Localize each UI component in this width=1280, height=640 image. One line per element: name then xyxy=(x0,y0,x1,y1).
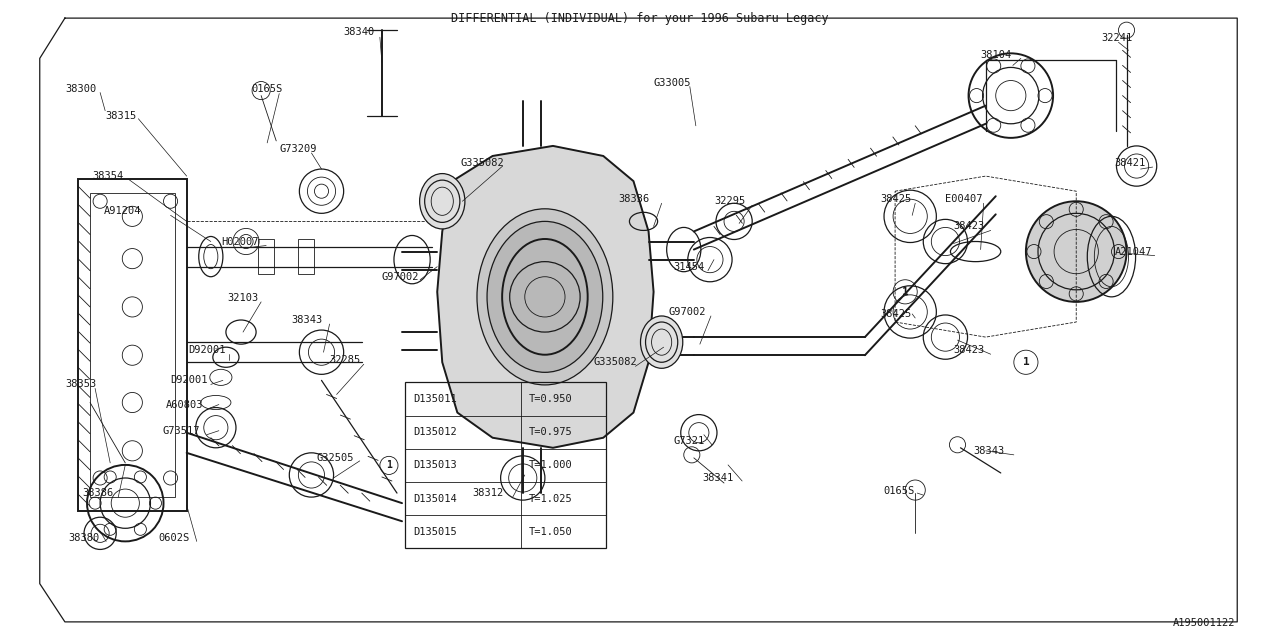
Text: 32103: 32103 xyxy=(227,293,259,303)
Text: 38380: 38380 xyxy=(68,533,99,543)
Text: D92001: D92001 xyxy=(188,345,227,355)
Text: H02007: H02007 xyxy=(221,237,259,246)
Text: G97002: G97002 xyxy=(668,307,707,317)
Text: G335082: G335082 xyxy=(593,357,637,367)
Text: D92001: D92001 xyxy=(170,376,209,385)
Polygon shape xyxy=(438,146,654,448)
Text: 1: 1 xyxy=(1023,357,1029,367)
Text: 1: 1 xyxy=(387,460,392,470)
Circle shape xyxy=(1025,201,1126,302)
Text: 38340: 38340 xyxy=(343,28,375,37)
Text: 38341: 38341 xyxy=(701,473,733,483)
Text: 32295: 32295 xyxy=(714,196,745,206)
Text: 38300: 38300 xyxy=(65,84,96,93)
Text: G73209: G73209 xyxy=(279,144,316,154)
Text: DIFFERENTIAL (INDIVIDUAL) for your 1996 Subaru Legacy: DIFFERENTIAL (INDIVIDUAL) for your 1996 … xyxy=(451,12,828,25)
Bar xyxy=(78,179,187,511)
Text: A91204: A91204 xyxy=(104,206,142,216)
Text: T=1.050: T=1.050 xyxy=(529,527,572,537)
Text: 38353: 38353 xyxy=(65,380,96,389)
Bar xyxy=(404,382,607,548)
Text: G33005: G33005 xyxy=(654,77,691,88)
Text: T=1.025: T=1.025 xyxy=(529,493,572,504)
Text: 0602S: 0602S xyxy=(159,533,189,543)
Text: 38354: 38354 xyxy=(92,171,123,181)
Ellipse shape xyxy=(488,221,603,372)
Text: 32241: 32241 xyxy=(1101,33,1133,44)
Text: 0165S: 0165S xyxy=(251,84,283,93)
Ellipse shape xyxy=(420,173,465,229)
Text: 1: 1 xyxy=(902,287,909,297)
Text: 38425: 38425 xyxy=(881,309,911,319)
Text: 38336: 38336 xyxy=(618,195,650,204)
Text: 38312: 38312 xyxy=(472,488,504,498)
Text: 38425: 38425 xyxy=(881,195,911,204)
Text: 38343: 38343 xyxy=(292,315,323,325)
Text: G97002: G97002 xyxy=(381,272,420,282)
Text: D135015: D135015 xyxy=(413,527,457,537)
Text: 38421: 38421 xyxy=(1115,158,1146,168)
Bar xyxy=(298,239,315,274)
Text: 0165S: 0165S xyxy=(883,486,914,496)
Text: 38423: 38423 xyxy=(954,345,984,355)
Text: D135012: D135012 xyxy=(413,428,457,437)
Text: G7321: G7321 xyxy=(673,436,705,445)
Text: G73517: G73517 xyxy=(163,426,200,436)
Ellipse shape xyxy=(640,316,682,368)
Text: 38315: 38315 xyxy=(105,111,137,121)
Text: 38386: 38386 xyxy=(82,488,113,498)
Text: E00407: E00407 xyxy=(946,195,983,204)
Bar xyxy=(259,239,274,274)
Text: 38423: 38423 xyxy=(954,221,984,232)
Ellipse shape xyxy=(477,209,613,385)
Text: G335082: G335082 xyxy=(461,158,504,168)
Text: 31454: 31454 xyxy=(673,262,705,271)
Text: 38343: 38343 xyxy=(974,446,1005,456)
Text: T=0.950: T=0.950 xyxy=(529,394,572,404)
Bar xyxy=(90,193,174,497)
Text: D135014: D135014 xyxy=(413,493,457,504)
Text: 38104: 38104 xyxy=(980,51,1012,60)
Text: T=0.975: T=0.975 xyxy=(529,428,572,437)
Text: A21047: A21047 xyxy=(1115,246,1152,257)
Text: T=1.000: T=1.000 xyxy=(529,460,572,470)
Text: 32285: 32285 xyxy=(329,355,361,365)
Text: G32505: G32505 xyxy=(316,453,355,463)
Text: A60803: A60803 xyxy=(165,399,204,410)
Text: D135011: D135011 xyxy=(413,394,457,404)
Text: A195001122: A195001122 xyxy=(1172,618,1235,628)
Text: D135013: D135013 xyxy=(413,460,457,470)
